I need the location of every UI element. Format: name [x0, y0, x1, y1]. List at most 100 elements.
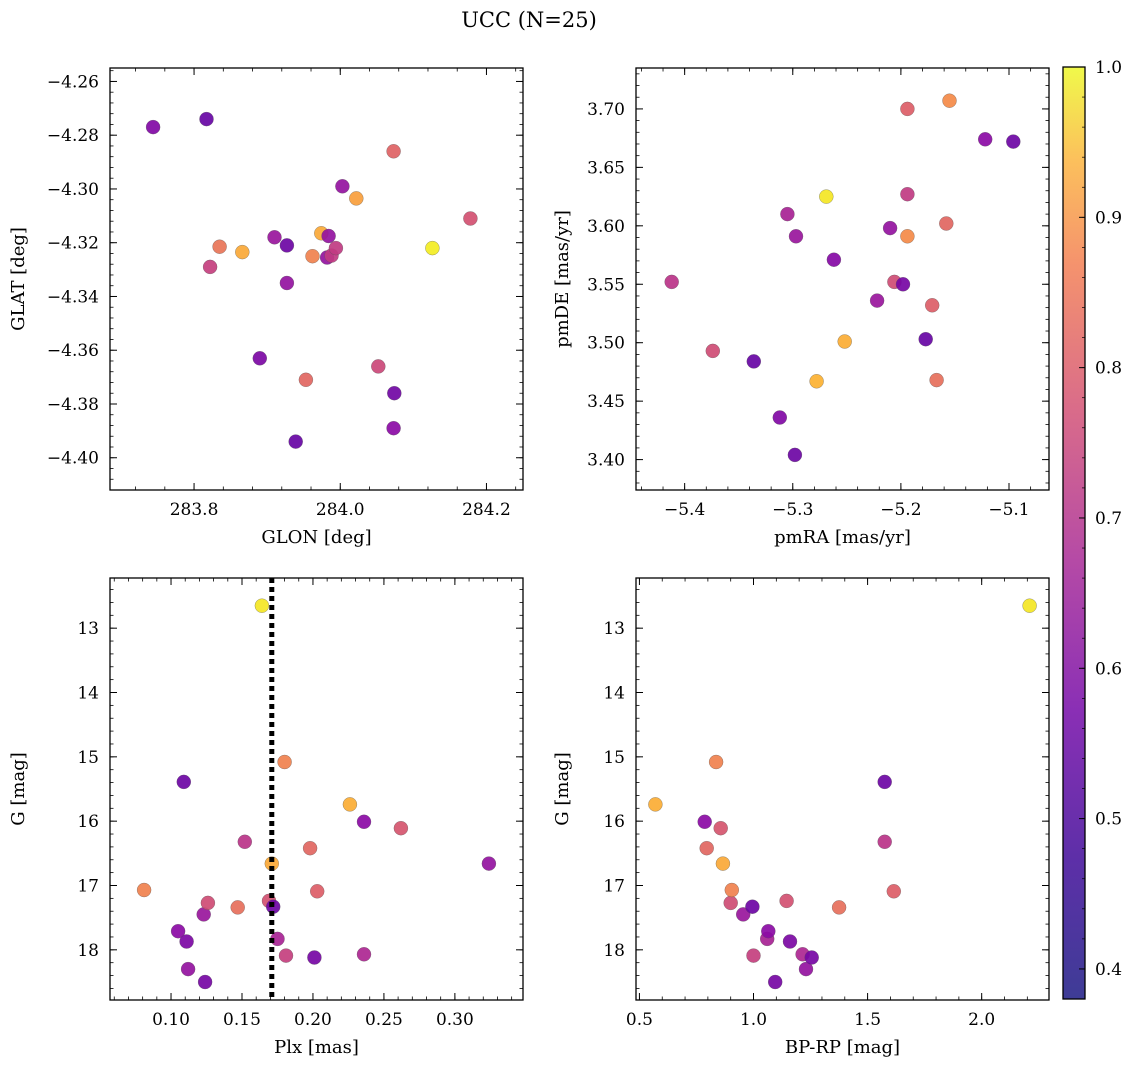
y-tick-label: 15	[603, 748, 625, 768]
data-point	[254, 598, 270, 613]
y-tick-label: 3.60	[587, 217, 625, 237]
data-point	[895, 277, 911, 292]
x-tick-label: −5.1	[988, 500, 1029, 520]
y-tick-label: 16	[77, 812, 99, 832]
colorbar-tick-label: 0.5	[1095, 810, 1122, 830]
data-point	[342, 797, 358, 812]
y-tick-label: 14	[77, 684, 99, 704]
axes-frame	[109, 577, 524, 1001]
data-point	[302, 841, 318, 856]
data-point	[942, 93, 957, 108]
data-point	[179, 934, 194, 949]
data-point	[788, 229, 804, 244]
data-point	[335, 179, 350, 194]
y-tick-label: 17	[77, 876, 99, 896]
data-point	[746, 948, 761, 963]
data-point	[371, 359, 386, 374]
data-point	[279, 275, 295, 291]
y-tick-label: 13	[603, 619, 625, 639]
colorbar-gradient	[1062, 66, 1086, 1000]
panel-pm: −5.4 −5.3 −5.2 −5.1 3.40 3.45 3.50 3.55 3.60 3.65…	[552, 67, 1050, 548]
x-tick-label: 0.20	[294, 1010, 332, 1030]
data-point	[349, 191, 364, 206]
colorbar-tick-label: 0.7	[1095, 509, 1122, 529]
data-point	[328, 240, 344, 256]
data-point	[481, 856, 497, 871]
data-point	[724, 882, 739, 898]
y-tick-label: 13	[77, 619, 99, 639]
data-point	[918, 332, 933, 347]
y-tick-label: −4.40	[47, 449, 99, 469]
data-point	[310, 884, 325, 899]
data-point	[298, 372, 314, 387]
data-point	[307, 950, 322, 965]
data-point	[877, 774, 892, 790]
x-tick-label: −5.2	[880, 500, 921, 520]
data-point	[145, 119, 161, 135]
data-point	[425, 240, 440, 256]
y-tick-label: −4.36	[47, 341, 99, 361]
data-point	[288, 434, 303, 449]
data-point	[267, 230, 282, 245]
y-tick-label: 17	[603, 876, 625, 896]
y-tick-label: 16	[603, 812, 625, 832]
data-point	[723, 895, 738, 911]
data-point	[715, 856, 731, 871]
panel-plx-g: 0.10 0.15 0.20 0.25 0.30 13 14 15 16 17 18 Plx [mas…	[8, 577, 524, 1058]
x-axis-label: BP-RP [mag]	[785, 1037, 900, 1058]
x-tick-label: 0.25	[365, 1010, 403, 1030]
data-point	[819, 189, 834, 204]
colorbar-tick-label: 0.8	[1095, 359, 1122, 379]
data-point	[745, 899, 760, 914]
x-tick-label: −5.4	[664, 500, 705, 520]
data-point	[648, 797, 663, 812]
data-point	[779, 893, 794, 909]
data-point	[393, 821, 409, 836]
data-point	[664, 274, 679, 290]
y-axis-label: G [mag]	[8, 752, 29, 825]
series-points	[664, 93, 1021, 463]
data-point	[387, 386, 402, 401]
data-point	[787, 447, 803, 463]
data-point	[837, 334, 852, 349]
y-tick-label: −4.30	[47, 180, 99, 200]
data-point	[978, 132, 993, 147]
colorbar-tick-label: 0.4	[1095, 960, 1122, 980]
x-tick-label: 0.30	[436, 1010, 474, 1030]
data-point	[197, 974, 213, 990]
data-point	[170, 924, 186, 939]
data-point	[463, 211, 478, 226]
x-axis-label: GLON [deg]	[261, 527, 371, 548]
data-point	[708, 754, 724, 770]
data-point	[252, 351, 267, 366]
colorbar-tick-label: 0.6	[1095, 659, 1122, 679]
series-points	[136, 598, 497, 990]
data-point	[230, 900, 245, 915]
y-axis-label: GLAT [deg]	[8, 227, 29, 331]
y-tick-label: 14	[603, 684, 625, 704]
x-tick-label: 1.0	[740, 1010, 767, 1030]
x-tick-label: 2.0	[968, 1010, 995, 1030]
data-point	[697, 814, 712, 829]
data-point	[768, 974, 783, 990]
data-point	[277, 754, 292, 770]
y-tick-label: 3.50	[587, 334, 625, 354]
data-point	[180, 961, 196, 977]
data-point	[136, 882, 152, 898]
y-tick-label: 3.40	[587, 451, 625, 471]
data-point	[831, 900, 847, 915]
x-tick-label: 0.15	[223, 1010, 261, 1030]
data-point	[780, 206, 795, 222]
panel-cmd: 0.5 1.0 1.5 2.0 13 14 15 16 17 18 BP-RP [mag] G [ma…	[552, 577, 1050, 1058]
data-point	[200, 895, 216, 911]
data-point	[176, 774, 191, 790]
x-tick-label: 0.5	[626, 1010, 653, 1030]
colorbar-tick-label: 0.9	[1095, 208, 1122, 228]
data-point	[826, 252, 842, 267]
data-point	[386, 144, 401, 159]
x-tick-label: 284.0	[316, 500, 365, 520]
y-axis-label: pmDE [mas/yr]	[552, 210, 573, 348]
x-axis-label: pmRA [mas/yr]	[774, 527, 911, 548]
data-point	[869, 293, 885, 308]
